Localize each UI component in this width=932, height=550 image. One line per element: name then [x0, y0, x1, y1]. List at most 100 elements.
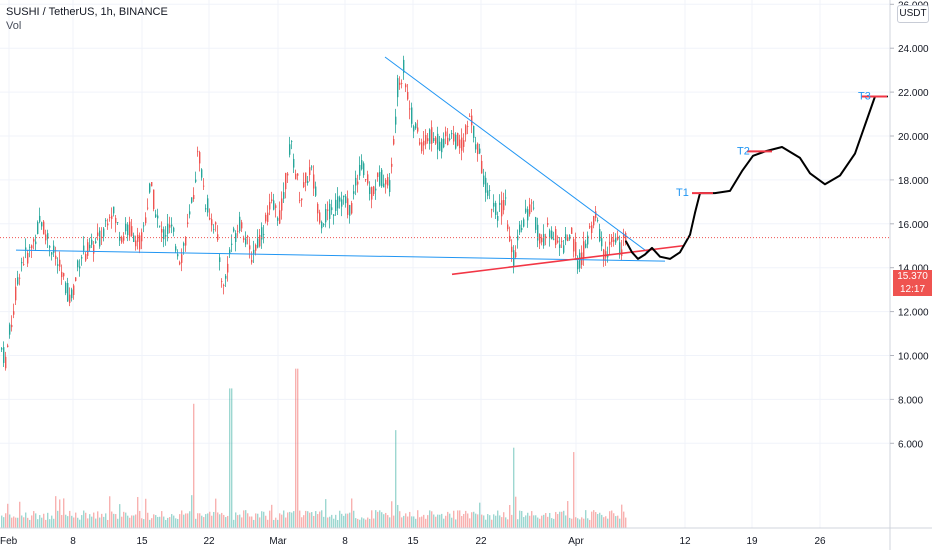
volume-bar — [153, 514, 155, 528]
candle-body — [223, 284, 225, 286]
volume-bar — [231, 388, 233, 528]
volume-bar — [213, 511, 215, 528]
candle-body — [79, 266, 81, 269]
candle-body — [149, 183, 151, 193]
candle-body — [3, 347, 5, 363]
volume-bar — [533, 515, 535, 528]
volume-bar — [245, 510, 247, 528]
candle-body — [263, 234, 265, 235]
candle-body — [31, 245, 33, 249]
candle-body — [9, 324, 11, 335]
volume-bar — [73, 517, 75, 528]
candle-body — [93, 244, 95, 254]
volume-bar — [97, 511, 99, 528]
volume-bar — [543, 514, 545, 528]
volume-bar — [461, 516, 463, 528]
candle-body — [165, 235, 167, 237]
volume-bar — [263, 511, 265, 528]
candle-body — [613, 239, 615, 242]
candle-body — [255, 244, 257, 251]
price-candles — [1, 55, 627, 371]
volume-bar — [381, 512, 383, 528]
volume-bar — [417, 510, 419, 528]
volume-bar — [285, 517, 287, 528]
candle-body — [291, 141, 293, 142]
volume-bar — [491, 519, 493, 528]
candle-body — [431, 127, 433, 144]
candle-body — [381, 169, 383, 187]
candle-body — [619, 242, 621, 256]
volume-bar — [117, 518, 119, 528]
volume-bar — [617, 515, 619, 528]
volume-bar — [323, 516, 325, 528]
volume-bar — [407, 516, 409, 528]
volume-bar — [85, 512, 87, 528]
volume-bar — [435, 516, 437, 528]
volume-bar — [321, 510, 323, 528]
candle-body — [321, 221, 323, 229]
candle-body — [249, 245, 251, 250]
candle-body — [449, 138, 451, 140]
volume-bar — [457, 510, 459, 528]
candle-body — [159, 225, 161, 227]
volume-bar — [347, 513, 349, 528]
candle-body — [333, 214, 335, 216]
candle-body — [553, 238, 555, 240]
volume-bar — [335, 514, 337, 528]
volume-bar — [451, 517, 453, 528]
volume-bar — [51, 515, 53, 528]
candle-body — [91, 239, 93, 245]
volume-bar — [521, 511, 523, 528]
candle-body — [111, 215, 113, 219]
volume-bar — [355, 518, 357, 528]
candle-body — [577, 260, 579, 270]
volume-bar — [39, 515, 41, 528]
volume-bar — [137, 497, 139, 528]
volume-bar — [199, 513, 201, 528]
volume-bar — [443, 518, 445, 528]
volume-bar — [239, 514, 241, 528]
volume-bar — [535, 515, 537, 528]
volume-bar — [385, 512, 387, 528]
candle-body — [511, 246, 513, 253]
candle-body — [579, 252, 581, 269]
volume-bar — [501, 517, 503, 528]
volume-bar — [127, 515, 129, 528]
candle-body — [23, 264, 25, 265]
volume-bar — [485, 519, 487, 528]
volume-bar — [171, 514, 173, 528]
volume-bar — [207, 513, 209, 528]
candle-body — [463, 140, 465, 147]
candle-body — [433, 138, 435, 142]
volume-bar — [539, 518, 541, 528]
volume-bar — [575, 517, 577, 528]
candle-body — [625, 233, 627, 241]
candle-body — [175, 246, 177, 251]
candle-body — [453, 133, 455, 142]
currency-unit-button[interactable]: USDT — [897, 5, 929, 23]
candle-body — [5, 356, 7, 369]
volume-bar — [311, 512, 313, 528]
volume-bar — [477, 514, 479, 528]
candle-body — [69, 294, 71, 304]
volume-bar — [375, 510, 377, 528]
volume-bar — [601, 514, 603, 528]
volume-bar — [23, 517, 25, 528]
volume-bar — [63, 498, 65, 528]
candle-body — [313, 174, 315, 189]
volume-bar — [135, 514, 137, 528]
candle-body — [33, 239, 35, 242]
candle-body — [129, 221, 131, 237]
volume-bar — [103, 516, 105, 528]
volume-bar — [389, 517, 391, 528]
candle-body — [11, 324, 13, 328]
candle-body — [133, 235, 135, 243]
candle-body — [497, 216, 499, 221]
candle-body — [299, 199, 301, 201]
volume-bar — [257, 513, 259, 528]
volume-bar — [469, 518, 471, 528]
volume-bar — [587, 518, 589, 528]
candle-body — [67, 282, 69, 302]
candle-body — [473, 125, 475, 138]
volume-bar — [157, 516, 159, 528]
